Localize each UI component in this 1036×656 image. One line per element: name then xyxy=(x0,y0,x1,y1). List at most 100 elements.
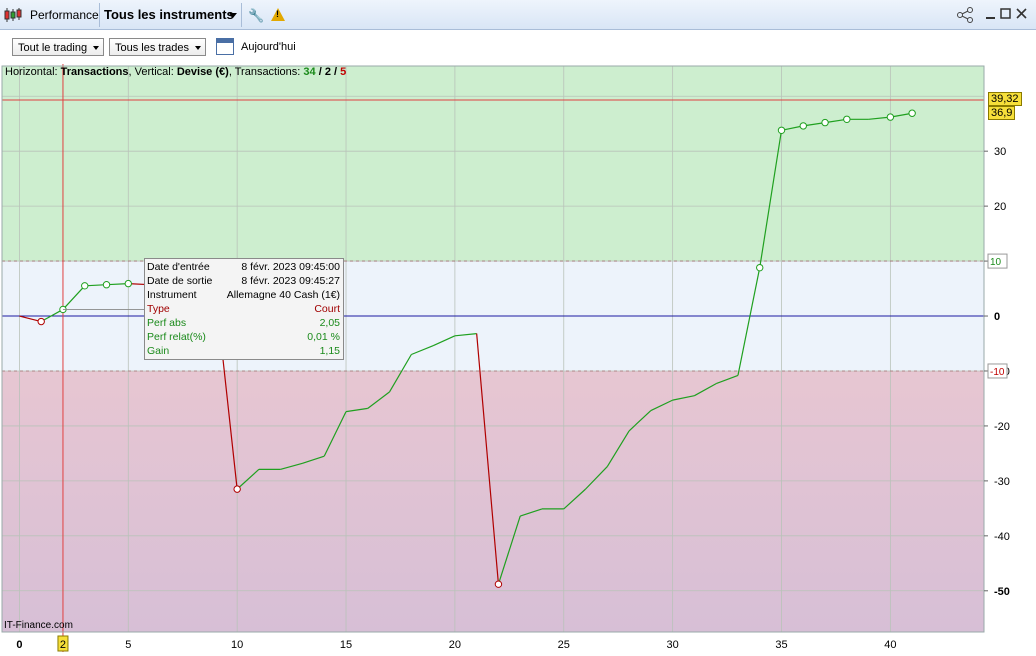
tooltip-key: Perf abs xyxy=(147,317,187,329)
tooltip-key: Instrument xyxy=(147,289,197,301)
series-segment xyxy=(672,395,695,401)
tooltip-value: 8 févr. 2023 09:45:00 xyxy=(241,261,340,273)
x-tick-label: 10 xyxy=(231,639,243,651)
series-segment xyxy=(715,374,739,385)
series-segment xyxy=(345,407,368,413)
selected-x-label: 2 xyxy=(60,639,66,651)
tooltip-row: Gain 1,15 xyxy=(147,344,340,358)
chevron-down-icon xyxy=(93,46,100,50)
tooltip-row: Perf relat(%) 0,01 % xyxy=(147,330,340,344)
titlebar-divider xyxy=(241,3,242,27)
series-segment xyxy=(302,455,325,464)
data-point[interactable] xyxy=(843,115,851,124)
tooltip-row: Type Court xyxy=(147,302,340,316)
tooltip-key: Gain xyxy=(147,345,170,357)
credit-label: IT-Finance.com xyxy=(4,620,73,631)
data-point[interactable] xyxy=(886,113,895,121)
x-tick-label: 30 xyxy=(667,639,679,651)
lower-threshold-label: -10 xyxy=(990,367,1005,378)
x-tick-label: 40 xyxy=(884,639,896,651)
minimize-icon[interactable] xyxy=(985,7,997,24)
data-point[interactable] xyxy=(102,281,111,289)
series-segment xyxy=(781,125,804,131)
chevron-down-icon[interactable] xyxy=(229,13,237,18)
share-icon[interactable] xyxy=(956,7,976,26)
wrench-icon[interactable]: 🔧 xyxy=(248,8,265,23)
data-point[interactable] xyxy=(494,580,503,588)
trades-filter-label: Tous les trades xyxy=(115,42,189,54)
data-point[interactable] xyxy=(233,485,241,493)
series-segment xyxy=(432,335,456,347)
series-segment xyxy=(759,130,783,268)
data-point[interactable] xyxy=(777,126,786,134)
data-point[interactable] xyxy=(799,122,807,130)
warning-icon[interactable]: ! xyxy=(271,8,285,21)
titlebar-divider xyxy=(99,3,100,27)
series-segment xyxy=(236,468,260,490)
toolbar: Tout le trading Tous les trades xyxy=(0,30,1036,64)
series-segment xyxy=(454,333,477,337)
series-segment xyxy=(694,383,717,397)
series-segment xyxy=(520,508,543,517)
instrument-selector[interactable]: Tous les instruments xyxy=(104,7,234,22)
y-tick-label: -40 xyxy=(994,531,1010,543)
series-segment xyxy=(650,399,673,412)
x-tick-label: 25 xyxy=(558,639,570,651)
calendar-icon[interactable] xyxy=(216,38,234,55)
lower-threshold-label-box xyxy=(987,363,1008,379)
x-tick-label: 0 xyxy=(16,639,22,651)
vertical-label: Vertical: xyxy=(134,66,174,78)
series-segment xyxy=(476,333,500,585)
tooltip-value: 8 févr. 2023 09:45:27 xyxy=(241,275,340,287)
tooltip-key: Date de sortie xyxy=(147,275,213,287)
date-label[interactable]: Aujourd'hui xyxy=(241,41,296,53)
plot-area-border xyxy=(1,65,985,633)
loss-zone xyxy=(2,370,984,632)
x-tick-label: 35 xyxy=(775,639,787,651)
profit-zone xyxy=(2,66,984,262)
series-segment xyxy=(563,488,586,510)
series-segment xyxy=(19,315,42,323)
trades-filter-dropdown[interactable]: Tous les trades xyxy=(109,38,206,56)
last-value-tag: 36,9 xyxy=(988,106,1016,120)
tooltip-row: Date de sortie 8 févr. 2023 09:45:27 xyxy=(147,274,340,288)
tooltip-value: 2,05 xyxy=(319,317,340,329)
tooltip-value: Allemagne 40 Cash (1€) xyxy=(226,289,340,301)
y-tick-label: 20 xyxy=(994,201,1006,213)
data-point[interactable] xyxy=(37,317,45,326)
transactions-mid: 2 xyxy=(324,66,331,78)
max-value-tag: 39,32 xyxy=(988,92,1022,106)
data-point[interactable] xyxy=(756,263,764,272)
data-point[interactable] xyxy=(821,118,829,127)
x-tick-label: 5 xyxy=(125,639,131,651)
maximize-icon[interactable] xyxy=(1000,7,1012,24)
data-point[interactable] xyxy=(124,279,132,288)
y-tick-label: 0 xyxy=(994,311,1000,323)
tooltip-row: Date d'entrée 8 févr. 2023 09:45:00 xyxy=(147,260,340,274)
y-tick-label: -50 xyxy=(994,586,1010,598)
data-point[interactable] xyxy=(81,282,89,290)
chevron-down-icon xyxy=(194,46,201,50)
transactions-losing: 5 xyxy=(340,66,347,78)
y-tick-label: -20 xyxy=(994,421,1010,433)
performance-chart[interactable]: 3020100-10-20-30-40-5010-100510152025303… xyxy=(0,64,1036,656)
data-point[interactable] xyxy=(908,109,916,117)
upper-threshold-label: 10 xyxy=(990,257,1002,268)
tooltip-key: Date d'entrée xyxy=(147,261,210,273)
trading-filter-label: Tout le trading xyxy=(18,42,88,54)
horizontal-label: Horizontal: xyxy=(5,66,58,78)
series-segment xyxy=(628,410,652,432)
series-segment xyxy=(737,267,761,376)
trading-filter-dropdown[interactable]: Tout le trading xyxy=(12,38,105,56)
tooltip-value: 0,01 % xyxy=(307,331,340,343)
transactions-total: 34 xyxy=(303,66,316,78)
transactions-label: Transactions: xyxy=(234,66,301,78)
series-segment xyxy=(606,430,630,467)
vertical-value: Devise (€) xyxy=(176,66,229,78)
series-segment xyxy=(389,354,412,393)
close-icon[interactable] xyxy=(1016,7,1028,24)
tooltip-row: Instrument Allemagne 40 Cash (1€) xyxy=(147,288,340,302)
transactions-separator: / xyxy=(334,66,338,78)
series-segment xyxy=(62,285,86,310)
series-segment xyxy=(40,308,64,323)
